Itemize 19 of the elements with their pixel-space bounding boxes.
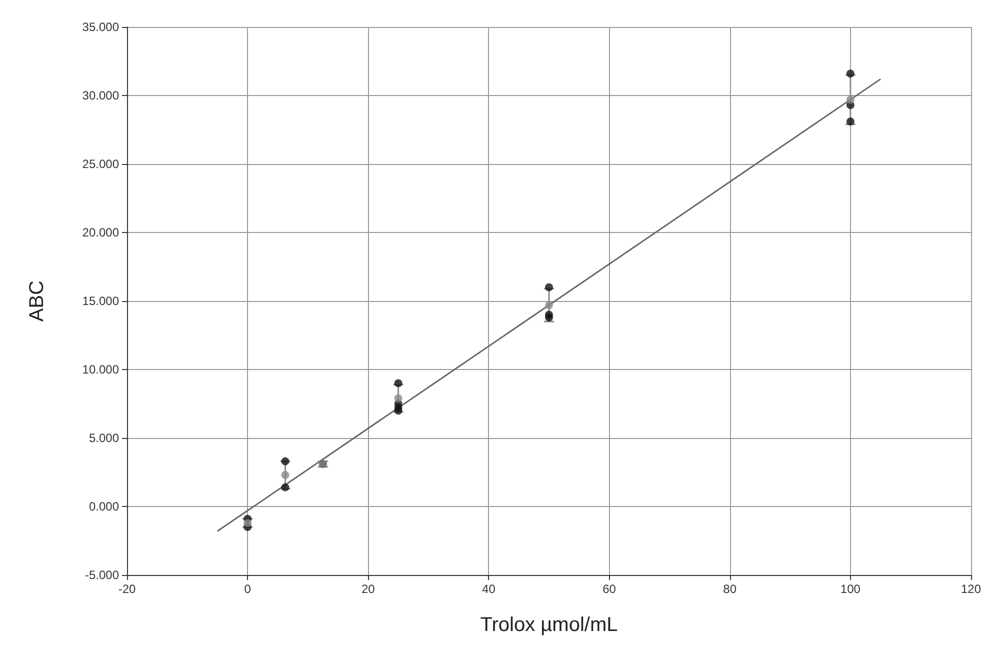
- y-tick-label: 5.000: [88, 431, 120, 445]
- y-axis-title: ABC: [26, 280, 48, 322]
- x-tick-label: -20: [118, 582, 136, 596]
- y-tick-label: 25.000: [82, 157, 120, 171]
- x-tick-label: 120: [960, 582, 982, 596]
- y-tick-label: 35.000: [82, 20, 120, 34]
- x-tick-label: 0: [244, 582, 252, 596]
- y-tick-label: 15.000: [82, 294, 120, 308]
- x-tick-label: 40: [482, 582, 496, 596]
- x-tick-label: 80: [723, 582, 737, 596]
- x-tick-label: 100: [840, 582, 861, 596]
- y-tick-label: -5.000: [84, 568, 120, 582]
- x-axis-title: Trolox µmol/mL: [480, 614, 618, 636]
- y-tick-label: 30.000: [82, 88, 120, 102]
- y-tick-label: 0.000: [88, 500, 120, 514]
- x-tick-label: 20: [361, 582, 376, 596]
- y-tick-label: 20.000: [82, 226, 120, 240]
- x-tick-label: 60: [602, 582, 616, 596]
- y-tick-label: 10.000: [82, 362, 120, 376]
